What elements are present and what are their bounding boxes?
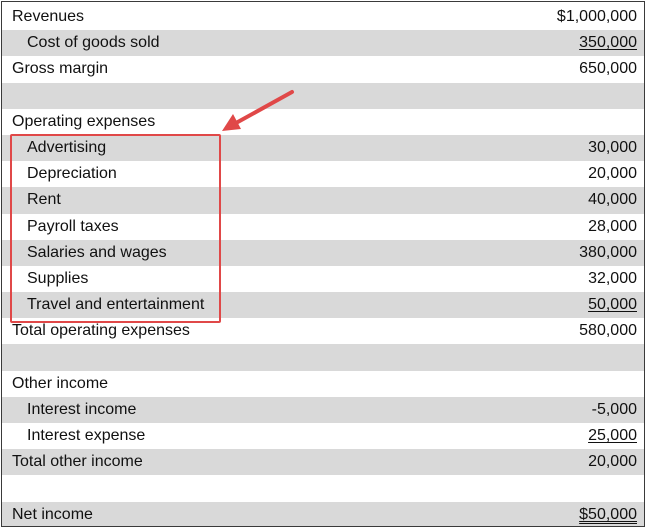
spacer-row	[2, 82, 644, 109]
row-amount: $1,000,000	[556, 8, 637, 25]
statement-row: Total other income 20,000	[2, 449, 644, 476]
row-amount: 20,000	[588, 165, 637, 183]
row-amount: 50,000	[588, 296, 637, 314]
row-label: Cost of goods sold	[27, 34, 160, 52]
row-label: Revenues	[12, 8, 85, 25]
statement-row: Depreciation 20,000	[2, 161, 644, 187]
statement-row: Gross margin 650,000	[2, 56, 644, 82]
statement-row: Interest income -5,000	[2, 396, 644, 423]
row-label: Salaries and wages	[27, 243, 167, 261]
row-label: Supplies	[27, 269, 89, 287]
row-label: Interest expense	[27, 427, 146, 444]
statement-row: Advertising 30,000	[2, 134, 644, 162]
row-amount: 380,000	[579, 243, 637, 261]
row-amount: 30,000	[588, 138, 637, 156]
row-label: Payroll taxes	[27, 217, 119, 235]
row-label: Travel and entertainment	[27, 296, 205, 314]
row-amount: 650,000	[579, 60, 637, 78]
row-label: Gross margin	[12, 60, 109, 78]
statement-row: Interest expense 25,000	[2, 423, 644, 449]
row-label: Rent	[27, 191, 61, 209]
statement-row: Supplies 32,000	[2, 266, 644, 292]
row-label: Other income	[12, 374, 109, 392]
row-amount: -5,000	[591, 400, 637, 418]
row-amount: 580,000	[579, 322, 637, 340]
statement-row: Travel and entertainment 50,000	[2, 292, 644, 319]
statement-row: Cost of goods sold 350,000	[2, 30, 644, 57]
statement-rows: Revenues $1,000,000 Cost of goods sold 350,…	[2, 4, 644, 526]
row-amount: 350,000	[579, 34, 637, 52]
statement-row: Net income $50,000	[2, 501, 644, 526]
row-amount: 32,000	[588, 269, 637, 287]
row-label: Depreciation	[27, 165, 117, 183]
row-label: Total operating expenses	[12, 322, 190, 340]
statement-row: Payroll taxes 28,000	[2, 214, 644, 240]
statement-row: Salaries and wages 380,000	[2, 239, 644, 266]
row-amount: 28,000	[588, 217, 637, 235]
statement-row: Total operating expenses 580,000	[2, 318, 644, 344]
row-amount: $50,000	[579, 505, 637, 523]
statement-row: Revenues $1,000,000	[2, 4, 644, 30]
operating-expenses-highlight-box	[10, 134, 221, 323]
statement-row: Operating expenses	[2, 109, 644, 135]
spacer-row	[2, 344, 644, 371]
row-label: Advertising	[27, 138, 107, 156]
row-label: Total other income	[12, 453, 143, 471]
row-amount: 20,000	[588, 453, 637, 471]
spacer-row	[2, 475, 644, 501]
row-amount: 40,000	[588, 191, 637, 209]
row-label: Interest income	[27, 400, 137, 418]
statement-row: Rent 40,000	[2, 187, 644, 214]
row-amount: 25,000	[588, 427, 637, 444]
statement-row: Other income	[2, 371, 644, 397]
row-label: Net income	[12, 505, 93, 523]
row-label: Operating expenses	[12, 112, 156, 130]
